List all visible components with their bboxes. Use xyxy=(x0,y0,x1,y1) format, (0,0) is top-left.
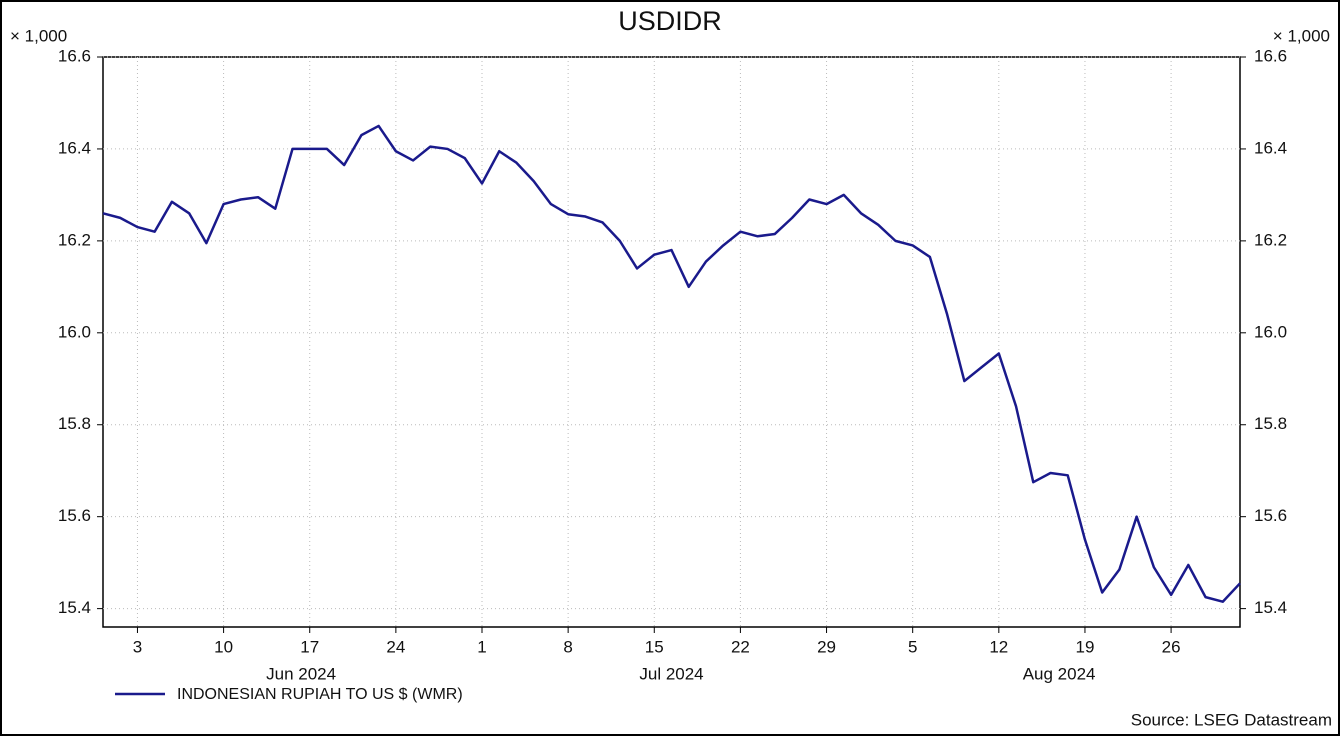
x-tick-label: 26 xyxy=(1162,637,1181,656)
y-unit-label: × 1,000 xyxy=(10,26,67,45)
plot-area xyxy=(102,56,1241,628)
y2-tick-label: 16.6 xyxy=(1254,46,1287,65)
y-tick-label: 16.0 xyxy=(58,322,91,341)
x-tick-label: 24 xyxy=(386,637,405,656)
x-tick-label: 8 xyxy=(563,637,572,656)
y-tick-label: 16.6 xyxy=(58,46,91,65)
y2-tick-label: 16.2 xyxy=(1254,230,1287,249)
y2-tick-label: 15.6 xyxy=(1254,506,1287,525)
y-tick-label: 15.8 xyxy=(58,414,91,433)
x-tick-label: 5 xyxy=(908,637,917,656)
x-tick-label: 22 xyxy=(731,637,750,656)
x-tick-label: 19 xyxy=(1075,637,1094,656)
y-tick-label: 16.2 xyxy=(58,230,91,249)
legend-label: INDONESIAN RUPIAH TO US $ (WMR) xyxy=(177,686,463,703)
x-tick-label: 29 xyxy=(817,637,836,656)
x-period-label: Jun 2024 xyxy=(266,664,336,683)
y2-unit-label: × 1,000 xyxy=(1273,26,1330,45)
x-tick-label: 10 xyxy=(214,637,233,656)
chart-title: USDIDR xyxy=(618,6,722,36)
x-period-label: Aug 2024 xyxy=(1023,664,1096,683)
x-tick-label: 17 xyxy=(300,637,319,656)
x-tick-label: 3 xyxy=(133,637,142,656)
y-tick-label: 16.4 xyxy=(58,138,91,157)
x-tick-label: 1 xyxy=(477,637,486,656)
y2-tick-label: 15.8 xyxy=(1254,414,1287,433)
x-tick-label: 15 xyxy=(645,637,664,656)
y-tick-label: 15.6 xyxy=(58,506,91,525)
y-tick-label: 15.4 xyxy=(58,598,91,617)
y2-tick-label: 15.4 xyxy=(1254,598,1287,617)
x-period-label: Jul 2024 xyxy=(639,664,703,683)
y2-tick-label: 16.0 xyxy=(1254,322,1287,341)
x-tick-label: 12 xyxy=(989,637,1008,656)
line-series xyxy=(102,124,1241,603)
source: Source: LSEG Datastream xyxy=(1131,710,1332,729)
y2-tick-label: 16.4 xyxy=(1254,138,1287,157)
